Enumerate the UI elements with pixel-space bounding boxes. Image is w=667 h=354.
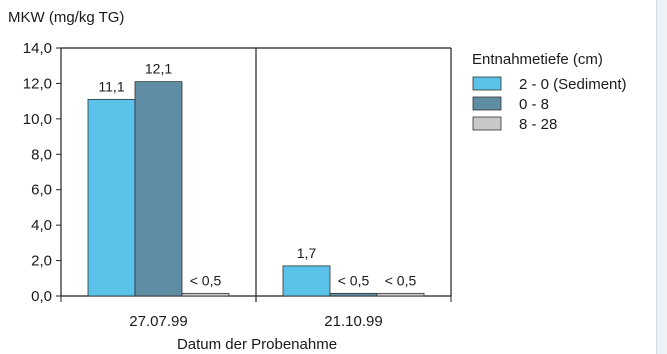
x-category-label: 21.10.99: [324, 313, 382, 330]
y-tick-label: 6,0: [31, 182, 52, 199]
x-category-label: 27.07.99: [129, 313, 187, 330]
y-tick-label: 4,0: [31, 217, 52, 234]
bar: [282, 265, 331, 297]
legend-swatch: [472, 76, 502, 91]
y-tick-label: 14,0: [23, 40, 52, 57]
bar: [376, 292, 425, 297]
legend: Entnahmetiefe (cm) 2 - 0 (Sediment) 0 - 8…: [472, 51, 627, 133]
page-edge: [656, 0, 667, 354]
y-tick-label: 8,0: [31, 146, 52, 163]
legend-swatch: [472, 96, 502, 111]
bar: [134, 81, 183, 297]
bar: [329, 292, 378, 297]
legend-label: 2 - 0 (Sediment): [519, 76, 627, 93]
legend-label: 0 - 8: [519, 96, 549, 113]
y-tick-label: 10,0: [23, 111, 52, 128]
data-label: 11,1: [98, 78, 124, 94]
bar: [87, 98, 136, 297]
plot-area: 0,0 2,0 4,0 6,0 8,0 10,0 12,0 14,0 27.07.99 21.10…: [23, 40, 452, 330]
bar: [181, 292, 230, 297]
legend-swatch: [472, 116, 502, 131]
data-label: < 0,5: [385, 272, 417, 288]
data-label: < 0,5: [190, 272, 222, 288]
legend-label: 8 - 28: [519, 116, 557, 133]
y-axis-title: MKW (mg/kg TG): [8, 9, 124, 26]
y-tick-label: 0,0: [31, 288, 52, 305]
legend-title: Entnahmetiefe (cm): [472, 51, 603, 68]
x-axis-title: Datum der Probenahme: [177, 336, 337, 353]
y-tick-label: 12,0: [23, 75, 52, 92]
y-tick-label: 2,0: [31, 253, 52, 270]
data-label: < 0,5: [338, 272, 370, 288]
data-label: 12,1: [145, 61, 172, 77]
data-label: 1,7: [297, 245, 317, 261]
